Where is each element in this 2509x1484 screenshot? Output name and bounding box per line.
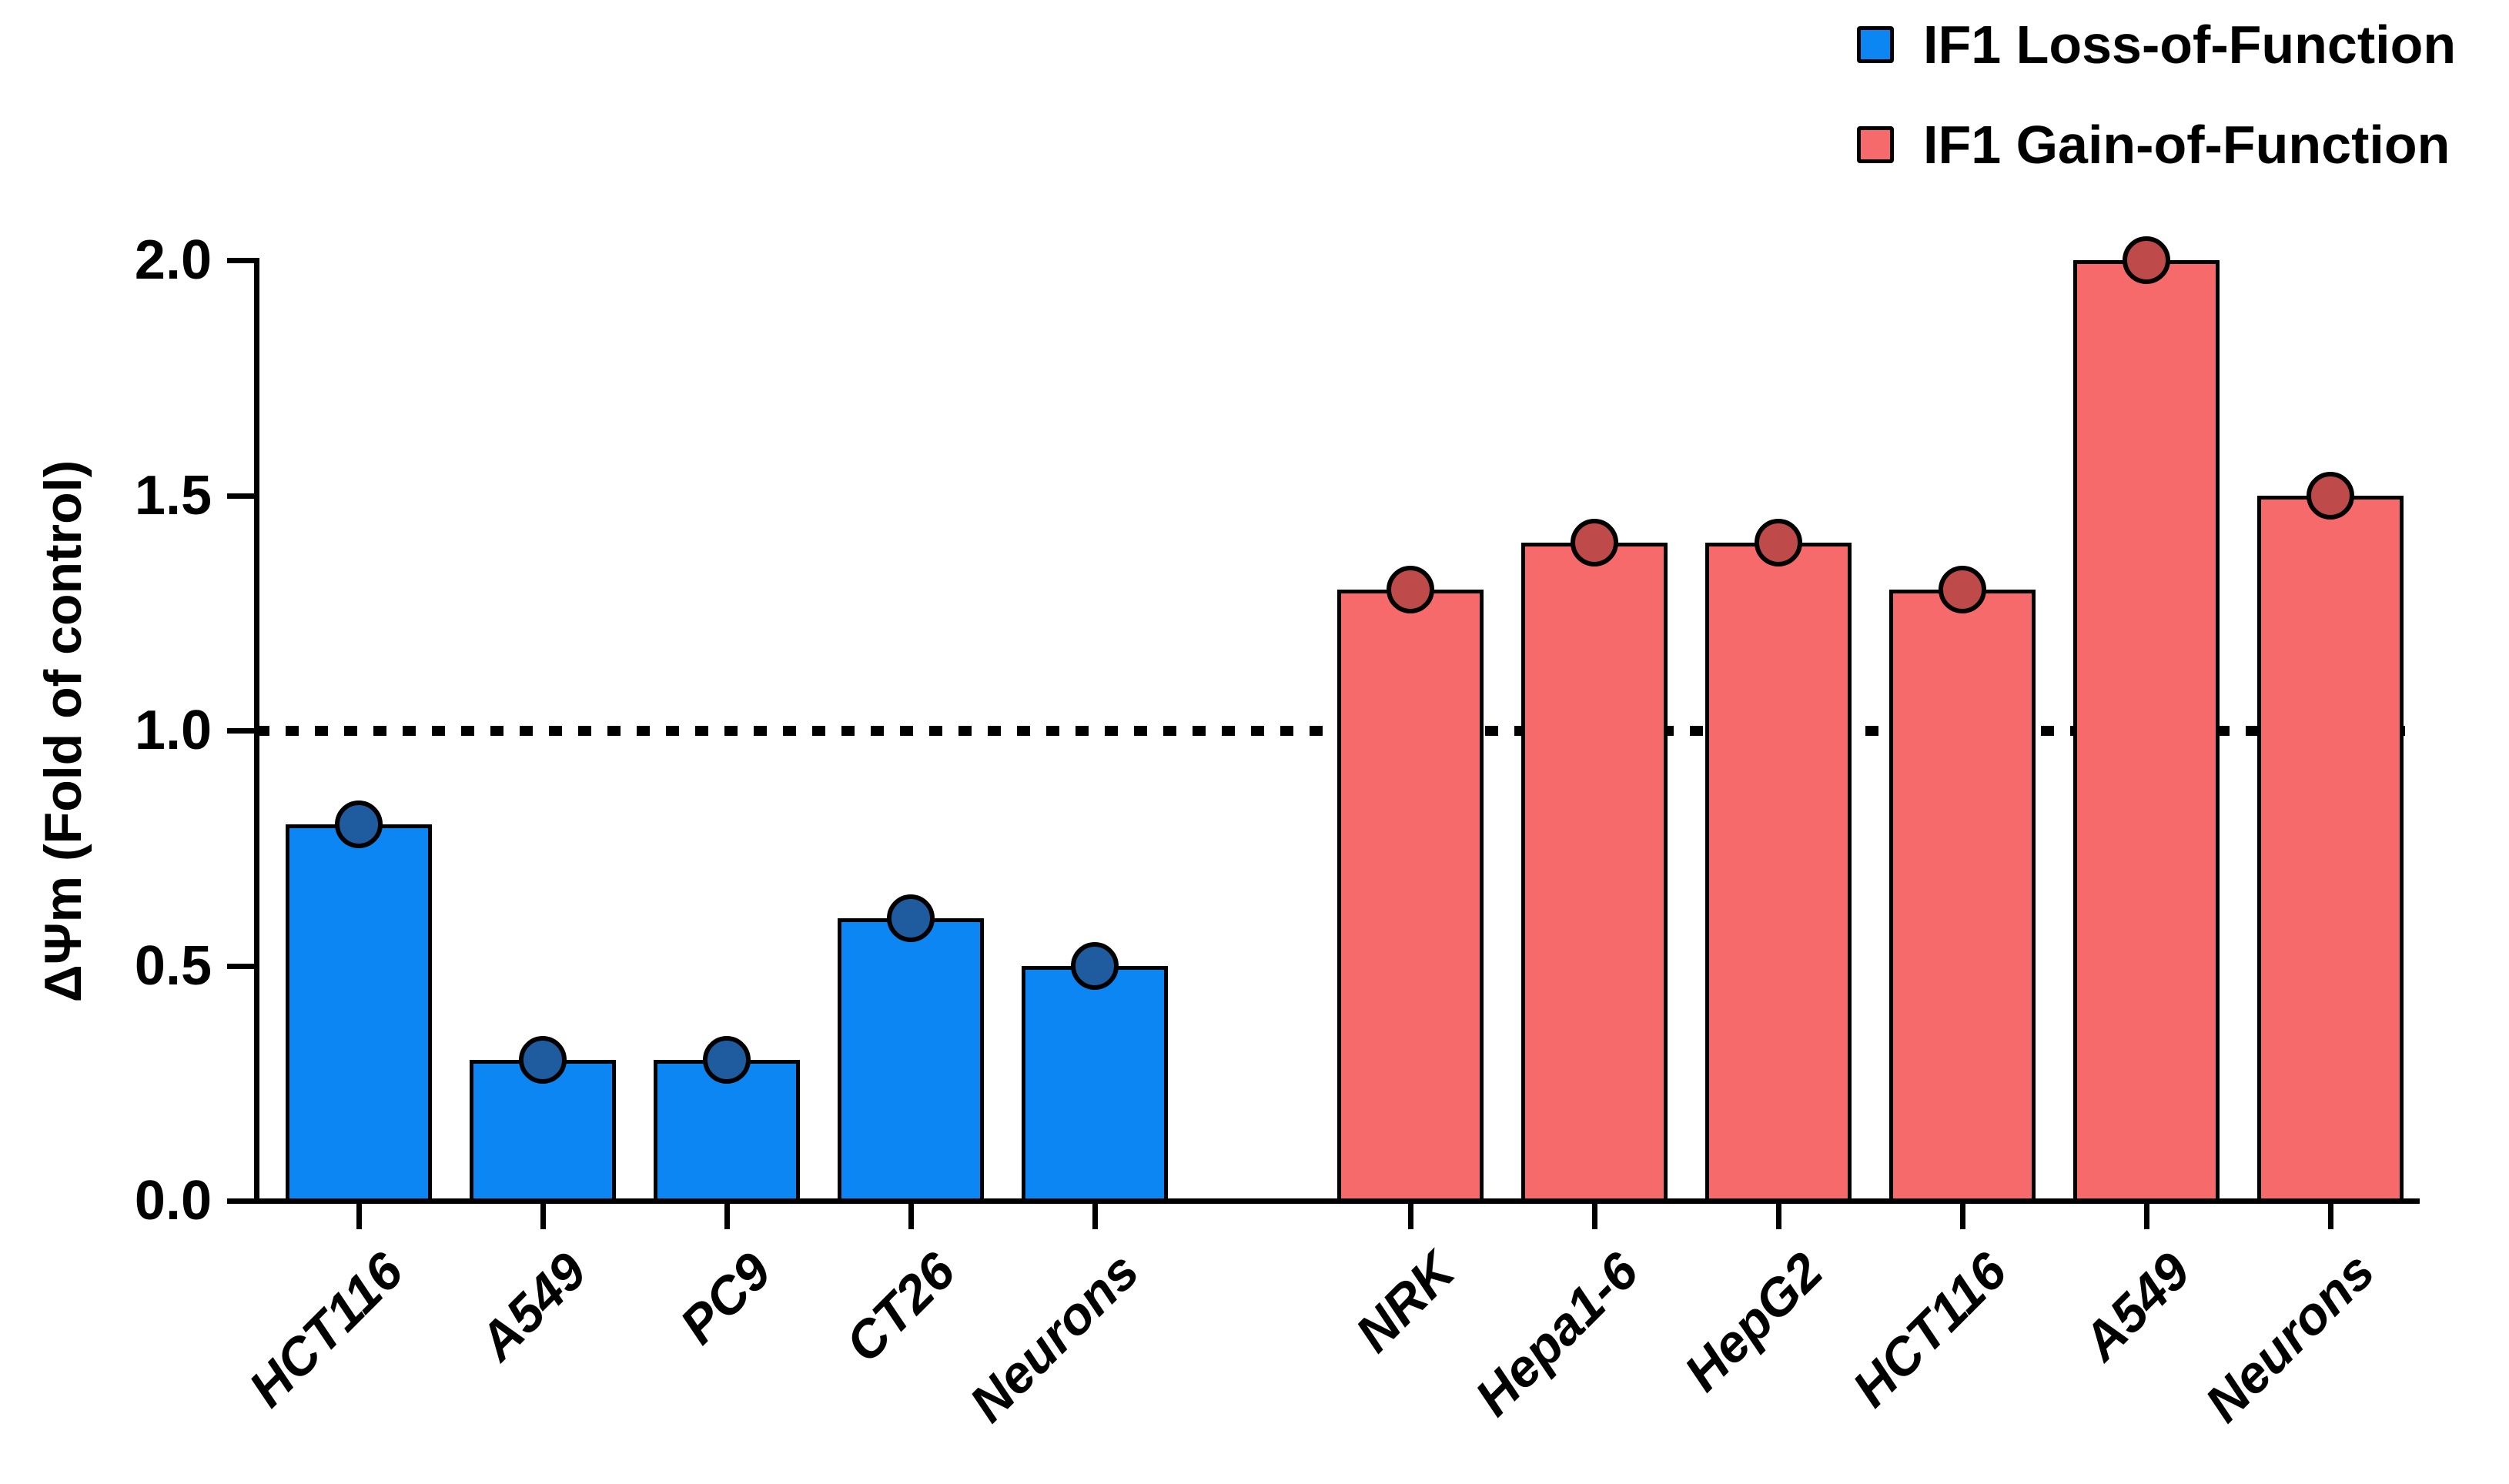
bar-A549	[470, 1059, 616, 1204]
y-axis-tick	[227, 963, 256, 969]
data-point-marker	[1387, 565, 1434, 613]
x-category-label-text: NRK	[1343, 1242, 1466, 1364]
data-point-marker	[2123, 236, 2170, 284]
reference-line-dotted	[256, 726, 2417, 736]
x-axis-tick	[2144, 1203, 2149, 1229]
legend-item-loss-of-function: IF1 Loss-of-Function	[1857, 17, 2456, 72]
bar-Neurons	[2257, 495, 2404, 1204]
legend-item-gain-of-function: IF1 Gain-of-Function	[1857, 117, 2456, 172]
bar-Hepa1-6	[1521, 542, 1668, 1204]
legend: IF1 Loss-of-Function IF1 Gain-of-Functio…	[1857, 17, 2456, 217]
legend-swatch-blue	[1857, 26, 1894, 63]
bar-HCT116	[1889, 589, 2036, 1204]
bar-HepG2	[1705, 542, 1852, 1204]
x-category-label-text: HCT116	[1841, 1242, 2018, 1419]
data-point-marker	[1939, 565, 1986, 613]
legend-label: IF1 Loss-of-Function	[1923, 15, 2457, 75]
bar-Neurons	[1022, 965, 1168, 1204]
x-axis-tick	[540, 1203, 546, 1229]
legend-swatch-red	[1857, 126, 1894, 163]
y-axis-tick	[227, 1198, 256, 1204]
y-tick-label: 2.0	[134, 229, 212, 291]
bar-A549	[2073, 260, 2220, 1204]
x-axis-tick	[2328, 1203, 2333, 1229]
y-tick-label: 1.0	[134, 700, 212, 761]
data-point-marker	[1571, 518, 1618, 567]
y-axis-tick	[227, 493, 256, 499]
data-point-marker	[2307, 471, 2354, 520]
x-axis-tick	[1408, 1203, 1413, 1229]
x-axis-tick	[724, 1203, 730, 1229]
x-category-label-text: HepG2	[1673, 1242, 1834, 1402]
x-category-label-text: CT26	[834, 1242, 966, 1374]
bar-HCT116	[286, 824, 432, 1204]
bar-NRK	[1337, 589, 1484, 1204]
x-category-label-text: Hepa1-6	[1464, 1242, 1650, 1427]
data-point-marker	[887, 894, 935, 943]
x-axis-tick	[1960, 1203, 1965, 1229]
x-category-label-text: A549	[2072, 1242, 2202, 1372]
y-tick-label: 0.0	[134, 1170, 212, 1232]
x-axis-tick	[1592, 1203, 1597, 1229]
x-axis-tick	[1092, 1203, 1098, 1229]
x-axis-tick	[908, 1203, 914, 1229]
y-tick-label: 0.5	[134, 934, 212, 997]
data-point-marker	[335, 800, 383, 849]
x-category-label-text: Neurons	[958, 1242, 1150, 1433]
x-category-label-text: A549	[468, 1242, 598, 1372]
y-axis-tick	[227, 258, 256, 263]
data-point-marker	[1755, 518, 1802, 567]
x-axis-tick	[356, 1203, 362, 1229]
data-point-marker	[1071, 941, 1119, 990]
x-axis-line	[254, 1198, 2420, 1204]
y-axis-line	[254, 258, 259, 1204]
data-point-marker	[703, 1035, 751, 1084]
y-tick-label: 1.5	[134, 464, 212, 526]
data-point-marker	[519, 1035, 567, 1084]
y-axis-tick	[227, 728, 256, 734]
bar-CT26	[838, 918, 984, 1204]
x-category-label-text: HCT116	[237, 1242, 414, 1419]
x-category-label-text: Neurons	[2194, 1242, 2386, 1433]
legend-label: IF1 Gain-of-Function	[1923, 115, 2450, 175]
x-axis-tick	[1776, 1203, 1781, 1229]
x-category-label-text: PC9	[668, 1242, 782, 1355]
